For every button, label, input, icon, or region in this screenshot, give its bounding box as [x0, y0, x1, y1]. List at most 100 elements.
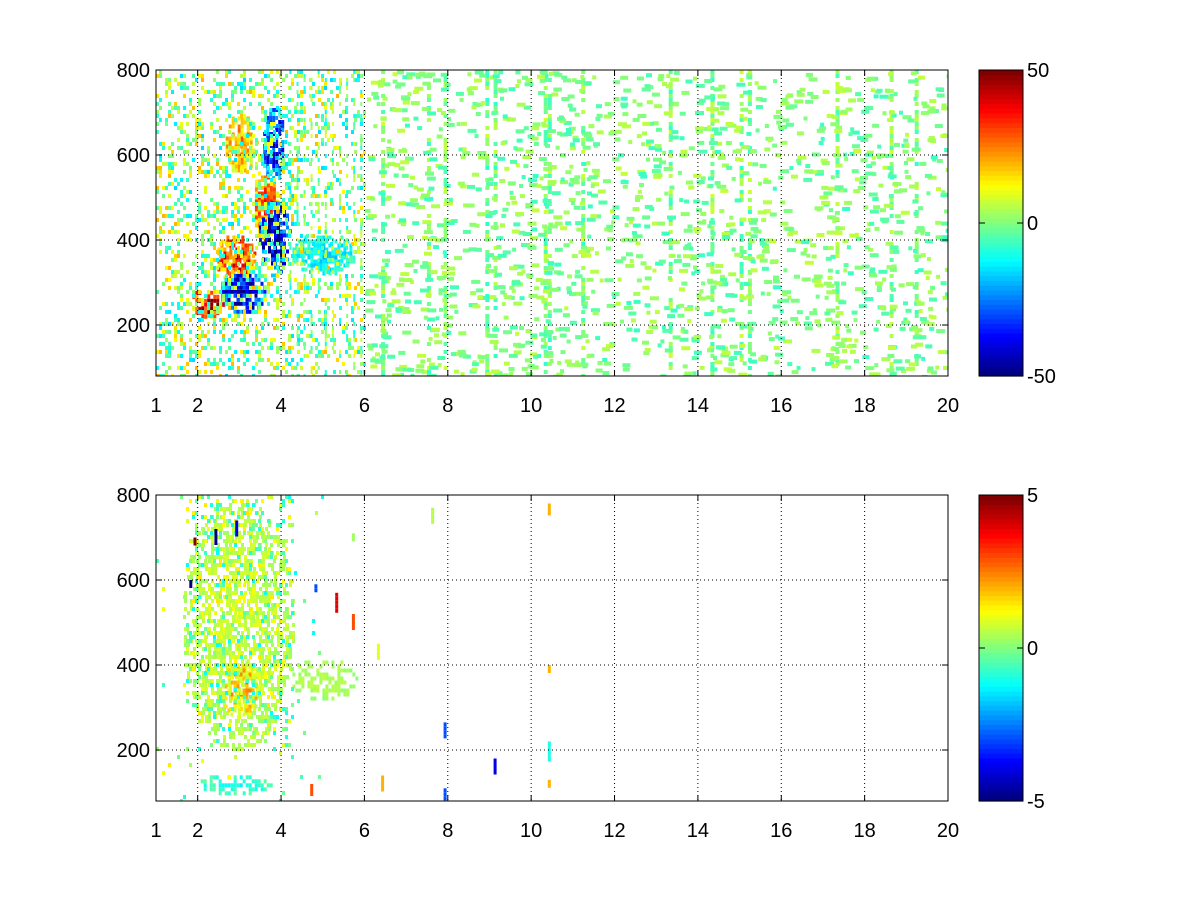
heatmap-cell	[237, 234, 240, 238]
heatmap-cell	[410, 373, 415, 376]
heatmap-cell	[717, 184, 727, 189]
heatmap-cell	[747, 330, 752, 334]
heatmap-cell	[234, 214, 237, 218]
heatmap-cell	[635, 198, 640, 202]
heatmap-cell	[304, 267, 308, 272]
heatmap-cell	[873, 94, 879, 99]
heatmap-cell	[222, 338, 225, 342]
heatmap-cell	[195, 214, 198, 218]
heatmap-cell	[261, 186, 264, 190]
heatmap-cell	[282, 346, 285, 350]
heatmap-cell	[222, 102, 225, 106]
heatmap-cell	[682, 364, 688, 369]
heatmap-cell	[679, 337, 689, 342]
heatmap-cell	[159, 230, 162, 234]
heatmap-cell	[271, 273, 274, 278]
heatmap-cell	[195, 274, 198, 278]
heatmap-cell	[282, 302, 285, 306]
heatmap-cell	[889, 146, 894, 150]
heatmap-cell	[710, 235, 715, 240]
heatmap-cell	[524, 82, 534, 87]
heatmap-cell	[668, 198, 673, 202]
heatmap-cell	[345, 350, 348, 354]
heatmap-cell	[346, 202, 349, 206]
heatmap-cell	[297, 282, 300, 286]
heatmap-cell	[198, 338, 201, 342]
heatmap-cell	[274, 257, 277, 262]
heatmap-cell	[249, 302, 252, 306]
heatmap-cell	[195, 366, 198, 370]
heatmap-cell	[294, 210, 297, 214]
heatmap-cell	[249, 126, 252, 130]
heatmap-cell	[742, 116, 748, 121]
heatmap-cell	[264, 274, 267, 278]
heatmap-cell	[366, 196, 374, 200]
heatmap-cell	[321, 74, 324, 78]
heatmap-cell	[668, 366, 673, 370]
heatmap-cell	[346, 154, 349, 158]
heatmap-cell	[216, 362, 219, 366]
heatmap-cell	[247, 251, 251, 256]
heatmap-cell	[324, 82, 327, 86]
heatmap-cell	[273, 222, 276, 226]
heatmap-cell	[204, 170, 207, 174]
heatmap-cell	[303, 74, 306, 78]
heatmap-cell	[195, 122, 198, 126]
heatmap-cell	[555, 145, 560, 150]
heatmap-cell	[231, 202, 234, 206]
heatmap-cell	[280, 237, 283, 242]
heatmap-cell	[177, 330, 180, 334]
heatmap-cell	[595, 214, 601, 219]
heatmap-cell	[333, 338, 336, 342]
heatmap-cell	[861, 264, 870, 269]
heatmap-cell	[288, 170, 291, 174]
heatmap-cell	[339, 82, 341, 86]
heatmap-cell	[381, 286, 386, 290]
heatmap-cell	[914, 94, 919, 98]
heatmap-cell	[306, 250, 309, 254]
heatmap-cell	[285, 134, 288, 138]
heatmap-cell	[279, 114, 282, 118]
heatmap-cell	[202, 707, 205, 711]
heatmap-cell	[385, 214, 391, 219]
heatmap-cell	[225, 274, 228, 278]
heatmap-cell	[468, 247, 477, 252]
heatmap-cell	[642, 340, 649, 345]
heatmap-cell	[266, 183, 270, 188]
heatmap-cell	[186, 122, 189, 126]
heatmap-cell	[252, 126, 255, 130]
heatmap-cell	[310, 186, 313, 190]
heatmap-cell	[509, 371, 514, 376]
heatmap-cell	[333, 134, 336, 138]
heatmap-cell	[202, 615, 205, 619]
heatmap-cell	[876, 88, 883, 93]
heatmap-cell	[258, 82, 261, 86]
heatmap-cell	[653, 157, 662, 162]
heatmap-cell	[842, 239, 849, 244]
heatmap-cell	[859, 180, 867, 185]
heatmap-cell	[845, 365, 852, 370]
heatmap-cell	[244, 243, 248, 248]
heatmap-cell	[668, 122, 673, 126]
heatmap-cell	[195, 354, 198, 358]
heatmap-cell	[378, 79, 385, 84]
heatmap-cell	[186, 222, 189, 226]
heatmap-cell	[240, 186, 243, 190]
heatmap-cell	[904, 161, 908, 165]
heatmap-cell	[935, 365, 940, 370]
heatmap-cell	[310, 366, 313, 370]
heatmap-cell	[632, 231, 637, 236]
heatmap-cell	[165, 214, 168, 218]
heatmap-cell	[327, 270, 330, 274]
heatmap-cell	[205, 563, 208, 567]
heatmap-cell	[312, 194, 315, 198]
heatmap-cell	[222, 218, 225, 222]
heatmap-cell	[423, 150, 432, 155]
heatmap-cell	[836, 311, 844, 316]
heatmap-cell	[292, 251, 296, 256]
heatmap-cell	[276, 318, 279, 322]
heatmap-cell	[912, 327, 918, 332]
heatmap-cell	[360, 122, 363, 126]
heatmap-cell	[254, 273, 258, 278]
heatmap-cell	[334, 263, 338, 268]
